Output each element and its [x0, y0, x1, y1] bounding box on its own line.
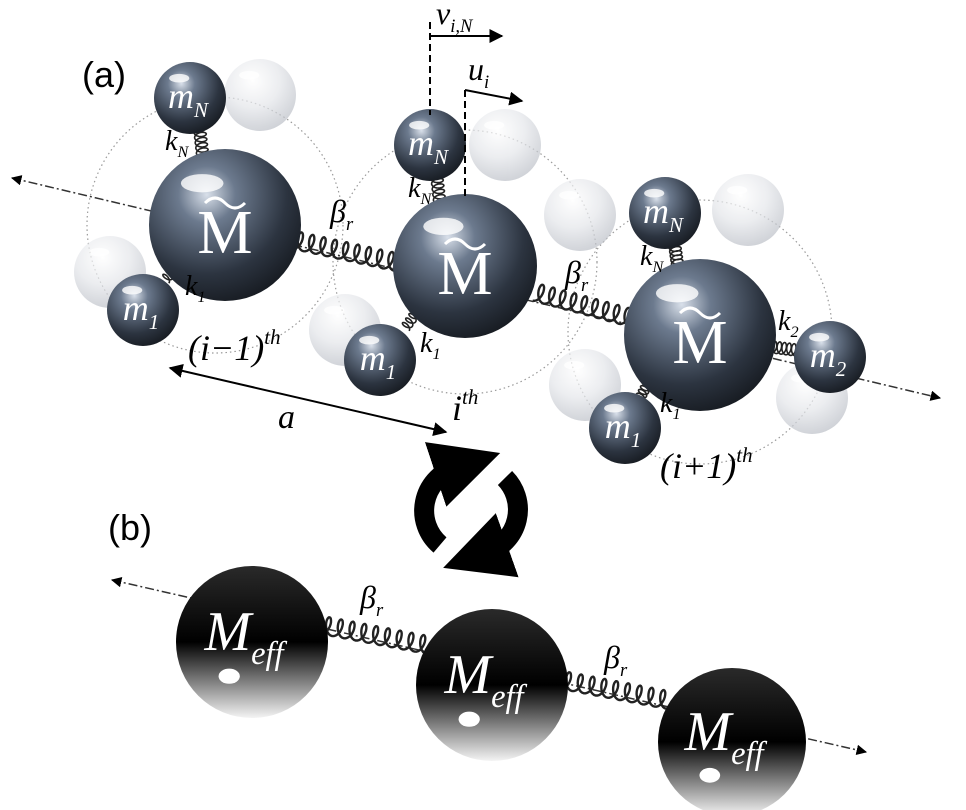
label-main: M	[683, 701, 734, 763]
label-main: u	[468, 51, 484, 87]
label-main: (i−1)	[188, 328, 264, 368]
coupling-label: βr	[603, 639, 628, 681]
highlight	[699, 768, 720, 783]
label-sub: 2	[790, 323, 798, 341]
ghost-mass-body	[712, 174, 784, 246]
host-mass-label: M	[197, 199, 252, 267]
host-mass-highlight	[423, 218, 463, 235]
label-sub: i,N	[450, 16, 474, 37]
label-sub: N	[651, 258, 664, 276]
highlight	[219, 669, 240, 684]
cell-index: (i+1)th	[660, 443, 753, 486]
label-sub: 2	[836, 357, 846, 381]
label-sub: r	[376, 600, 384, 621]
cycle-arrow	[424, 468, 455, 545]
label-sub: N	[668, 213, 684, 237]
label-main: β	[329, 193, 346, 229]
host-mass-label: M	[672, 309, 727, 377]
label-main: M	[203, 601, 254, 663]
label-sub: 1	[631, 428, 641, 452]
diagram: (a)MMMmNkNm1k1mNkNm1k1mNkNm1k1m2k2βrβr(i…	[0, 0, 966, 810]
label-main: k	[420, 328, 433, 359]
label-sub: eff	[251, 636, 287, 672]
label-sub: N	[433, 145, 449, 169]
label-main: k	[408, 173, 421, 204]
displacement-arrow	[465, 90, 522, 101]
label-sub: eff	[731, 736, 767, 772]
lattice-label: a	[278, 399, 295, 436]
displacement-label: vi,N	[436, 0, 474, 37]
spring	[292, 232, 394, 270]
label-main: m	[123, 288, 149, 328]
ghost-mass-highlight	[484, 121, 504, 130]
ghost-mass-highlight	[324, 306, 344, 315]
label-sup: th	[462, 385, 478, 409]
ghost-mass-highlight	[239, 71, 259, 80]
label-main: M	[443, 644, 494, 706]
cycle-arrow	[488, 478, 518, 552]
ghost-mass-highlight	[564, 361, 584, 370]
label-main: k	[660, 388, 673, 419]
label-main: m	[408, 123, 434, 163]
spring-label: k2	[778, 306, 799, 341]
ghost-mass-highlight	[89, 248, 109, 257]
host-mass-highlight	[656, 284, 699, 302]
label-sub: 1	[149, 310, 159, 334]
label-sub: 1	[386, 360, 396, 384]
label-main: k	[165, 126, 178, 157]
ghost-mass-body	[224, 59, 296, 131]
label-sub: N	[419, 190, 432, 208]
label-main: m	[605, 406, 631, 446]
label-main: k	[778, 306, 791, 337]
label-main: β	[603, 639, 620, 675]
label-main: β	[359, 579, 376, 615]
cell-index: ith	[452, 385, 478, 428]
host-mass-label: M	[437, 240, 492, 308]
label-main: m	[810, 335, 836, 375]
label-sub: r	[620, 660, 628, 681]
host-mass-highlight	[181, 174, 224, 192]
highlight	[459, 712, 480, 727]
label-main: m	[168, 76, 194, 116]
label-sub: i	[484, 72, 489, 93]
label-sup: th	[736, 443, 752, 467]
ghost-mass	[712, 174, 784, 246]
spring	[560, 672, 666, 709]
ghost-mass	[544, 179, 616, 251]
label-main: k	[640, 241, 653, 272]
cell-index: (i−1)th	[188, 325, 281, 368]
ghost-mass-body	[469, 109, 541, 181]
label-main: k	[185, 271, 198, 302]
ghost-mass-highlight	[727, 186, 747, 195]
label-main: m	[360, 338, 386, 378]
ghost-mass	[224, 59, 296, 131]
spring	[320, 617, 426, 654]
label-sup: th	[264, 325, 280, 349]
displacement-label: ui	[468, 51, 489, 93]
label-main: i	[452, 388, 462, 428]
coupling-label: βr	[564, 254, 589, 296]
ghost-mass	[469, 109, 541, 181]
label-main: β	[564, 254, 581, 290]
panel-label: (b)	[108, 507, 152, 548]
label-sub: 1	[672, 405, 680, 423]
coupling-label: βr	[359, 579, 384, 621]
label-main: v	[436, 0, 451, 31]
label-main: (i+1)	[660, 446, 736, 486]
label-sub: N	[176, 143, 189, 161]
ghost-mass-highlight	[559, 191, 579, 200]
label-sub: N	[193, 98, 209, 122]
label-sub: eff	[491, 679, 527, 715]
ghost-mass-body	[544, 179, 616, 251]
label-sub: 1	[432, 345, 440, 363]
label-sub: r	[581, 275, 589, 296]
panel-label: (a)	[82, 54, 126, 95]
label-sub: 1	[197, 288, 205, 306]
label-sub: r	[346, 214, 354, 235]
page: {"panel_a":{"label":"(a)", "cells":[ {"m…	[0, 0, 966, 810]
coupling-label: βr	[329, 193, 354, 235]
spring-label: k1	[420, 328, 441, 363]
label-main: m	[643, 191, 669, 231]
